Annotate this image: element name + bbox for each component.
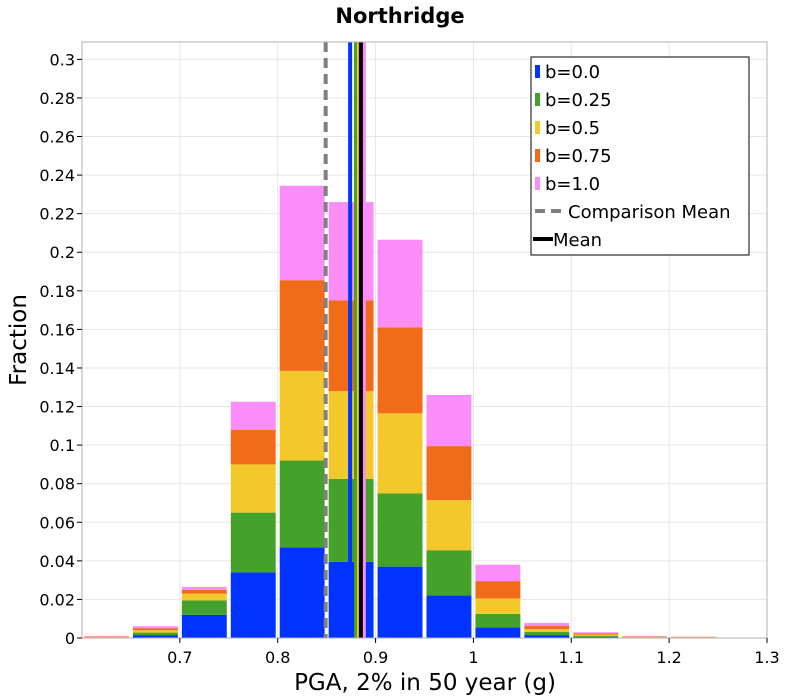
bar-segment-b-0-0 bbox=[181, 614, 227, 638]
legend-label: b=0.25 bbox=[545, 90, 612, 111]
bar-segment-b-0-0 bbox=[524, 635, 570, 638]
bar-segment-b-0-25 bbox=[573, 635, 619, 637]
y-tick-label: 0.3 bbox=[50, 50, 75, 69]
y-tick-label: 0.26 bbox=[39, 128, 75, 147]
legend-label: b=1.0 bbox=[545, 174, 600, 195]
bar-segment-b-0-75 bbox=[573, 633, 619, 635]
legend-swatch bbox=[535, 65, 540, 78]
legend-label: Mean bbox=[553, 230, 602, 251]
legend-label: Comparison Mean bbox=[568, 202, 731, 223]
x-axis-title: PGA, 2% in 50 year (g) bbox=[294, 670, 556, 696]
y-tick-label: 0.04 bbox=[39, 552, 75, 571]
x-tick-label: 0.7 bbox=[167, 648, 192, 667]
bar-segment-b-1-0 bbox=[279, 185, 325, 281]
bar-segment-b-0-25 bbox=[132, 632, 178, 636]
bar-segment-b-1-0 bbox=[181, 586, 227, 590]
legend-box bbox=[530, 56, 750, 256]
bar-segment-b-1-0 bbox=[377, 239, 423, 328]
bar-segment-b-0-0 bbox=[475, 627, 521, 638]
y-tick-label: 0.16 bbox=[39, 320, 75, 339]
y-tick-label: 0.28 bbox=[39, 89, 75, 108]
y-tick-label: 0.1 bbox=[50, 436, 75, 455]
bar-segment-b-0-5 bbox=[475, 598, 521, 614]
bar-segment-b-0-5 bbox=[524, 629, 570, 633]
x-tick-label: 1.2 bbox=[656, 648, 681, 667]
bar-segment-b-0-5 bbox=[132, 630, 178, 633]
y-tick-label: 0.14 bbox=[39, 359, 75, 378]
bar-segment-b-1-0 bbox=[573, 632, 619, 634]
bar-segment-b-0-5 bbox=[426, 500, 472, 551]
bar-segment-b-0-75 bbox=[132, 628, 178, 631]
axis-ticks: 0 0.02 0.04 0.06 0.08 0.1 0.12 0.14 0.16 0.18 0.2 0… bbox=[39, 50, 779, 667]
y-tick-label: 0.18 bbox=[39, 282, 75, 301]
bar-segment-b-0-25 bbox=[426, 550, 472, 596]
bar-segment-b-0-5 bbox=[230, 464, 276, 513]
bar-segment-b-0-5 bbox=[279, 370, 325, 461]
bar-segment-b-0-75 bbox=[181, 589, 227, 594]
bar-segment-b-1-0 bbox=[132, 626, 178, 629]
mean-lines bbox=[323, 42, 366, 638]
legend-label: b=0.5 bbox=[545, 118, 600, 139]
bar-segment-b-0-0 bbox=[377, 566, 423, 638]
legend-swatch bbox=[535, 93, 540, 106]
bar-segment-b-1-0 bbox=[475, 564, 521, 582]
y-tick-label: 0.22 bbox=[39, 205, 75, 224]
bar-segment-b-0-0 bbox=[132, 635, 178, 638]
bar-segment-b-0-25 bbox=[524, 632, 570, 636]
y-tick-label: 0 bbox=[65, 629, 75, 648]
y-axis-title: Fraction bbox=[6, 294, 32, 386]
y-tick-label: 0.2 bbox=[50, 243, 75, 262]
bar-segment-b-0-0 bbox=[573, 636, 619, 638]
y-tick-label: 0.12 bbox=[39, 398, 75, 417]
bar-segment-b-0-25 bbox=[377, 493, 423, 567]
legend-label: b=0.0 bbox=[545, 62, 600, 83]
bar-segment-b-0-0 bbox=[426, 595, 472, 638]
bar-segment-b-0-75 bbox=[475, 581, 521, 599]
bar-segment-b-1-0 bbox=[230, 401, 276, 430]
bar-segment-b-0-75 bbox=[524, 626, 570, 630]
bar-segment-b-0-5 bbox=[573, 634, 619, 636]
bar-segment-b-1-0 bbox=[426, 394, 472, 447]
bar-segment-b-0-0 bbox=[279, 547, 325, 638]
x-tick-label: 0.9 bbox=[363, 648, 388, 667]
legend-swatch bbox=[535, 121, 540, 134]
bar-segment-b-0-25 bbox=[181, 600, 227, 615]
bar-segment-b-0-75 bbox=[230, 429, 276, 465]
legend-swatch bbox=[535, 177, 540, 190]
x-tick-label: 1.3 bbox=[754, 648, 779, 667]
bar-segment-b-0-75 bbox=[426, 446, 472, 501]
bar-segment-b-0-25 bbox=[230, 512, 276, 573]
bar-segment-b-0-5 bbox=[181, 593, 227, 601]
y-tick-label: 0.08 bbox=[39, 475, 75, 494]
legend: b=0.0 b=0.25 b=0.5 b=0.75 b=1.0 Comparison Me… bbox=[530, 56, 750, 256]
y-tick-label: 0.06 bbox=[39, 513, 75, 532]
bar-segment-b-0-25 bbox=[475, 613, 521, 628]
plot-frame bbox=[81, 41, 768, 639]
bar-segment-b-0-75 bbox=[279, 280, 325, 371]
bar-segment-b-1-0 bbox=[524, 622, 570, 627]
x-tick-label: 0.8 bbox=[265, 648, 290, 667]
bar-segment-b-0-25 bbox=[279, 460, 325, 548]
y-tick-label: 0.24 bbox=[39, 166, 75, 185]
x-tick-label: 1.1 bbox=[559, 648, 584, 667]
bar-segment-b-0-5 bbox=[377, 413, 423, 494]
chart-title: Northridge bbox=[335, 4, 464, 28]
y-tick-label: 0.02 bbox=[39, 590, 75, 609]
bar-segment-b-0-75 bbox=[377, 327, 423, 414]
legend-swatch bbox=[535, 149, 540, 162]
x-tick-label: 1 bbox=[468, 648, 478, 667]
legend-label: b=0.75 bbox=[545, 146, 612, 167]
bar-segment-b-0-0 bbox=[230, 572, 276, 638]
